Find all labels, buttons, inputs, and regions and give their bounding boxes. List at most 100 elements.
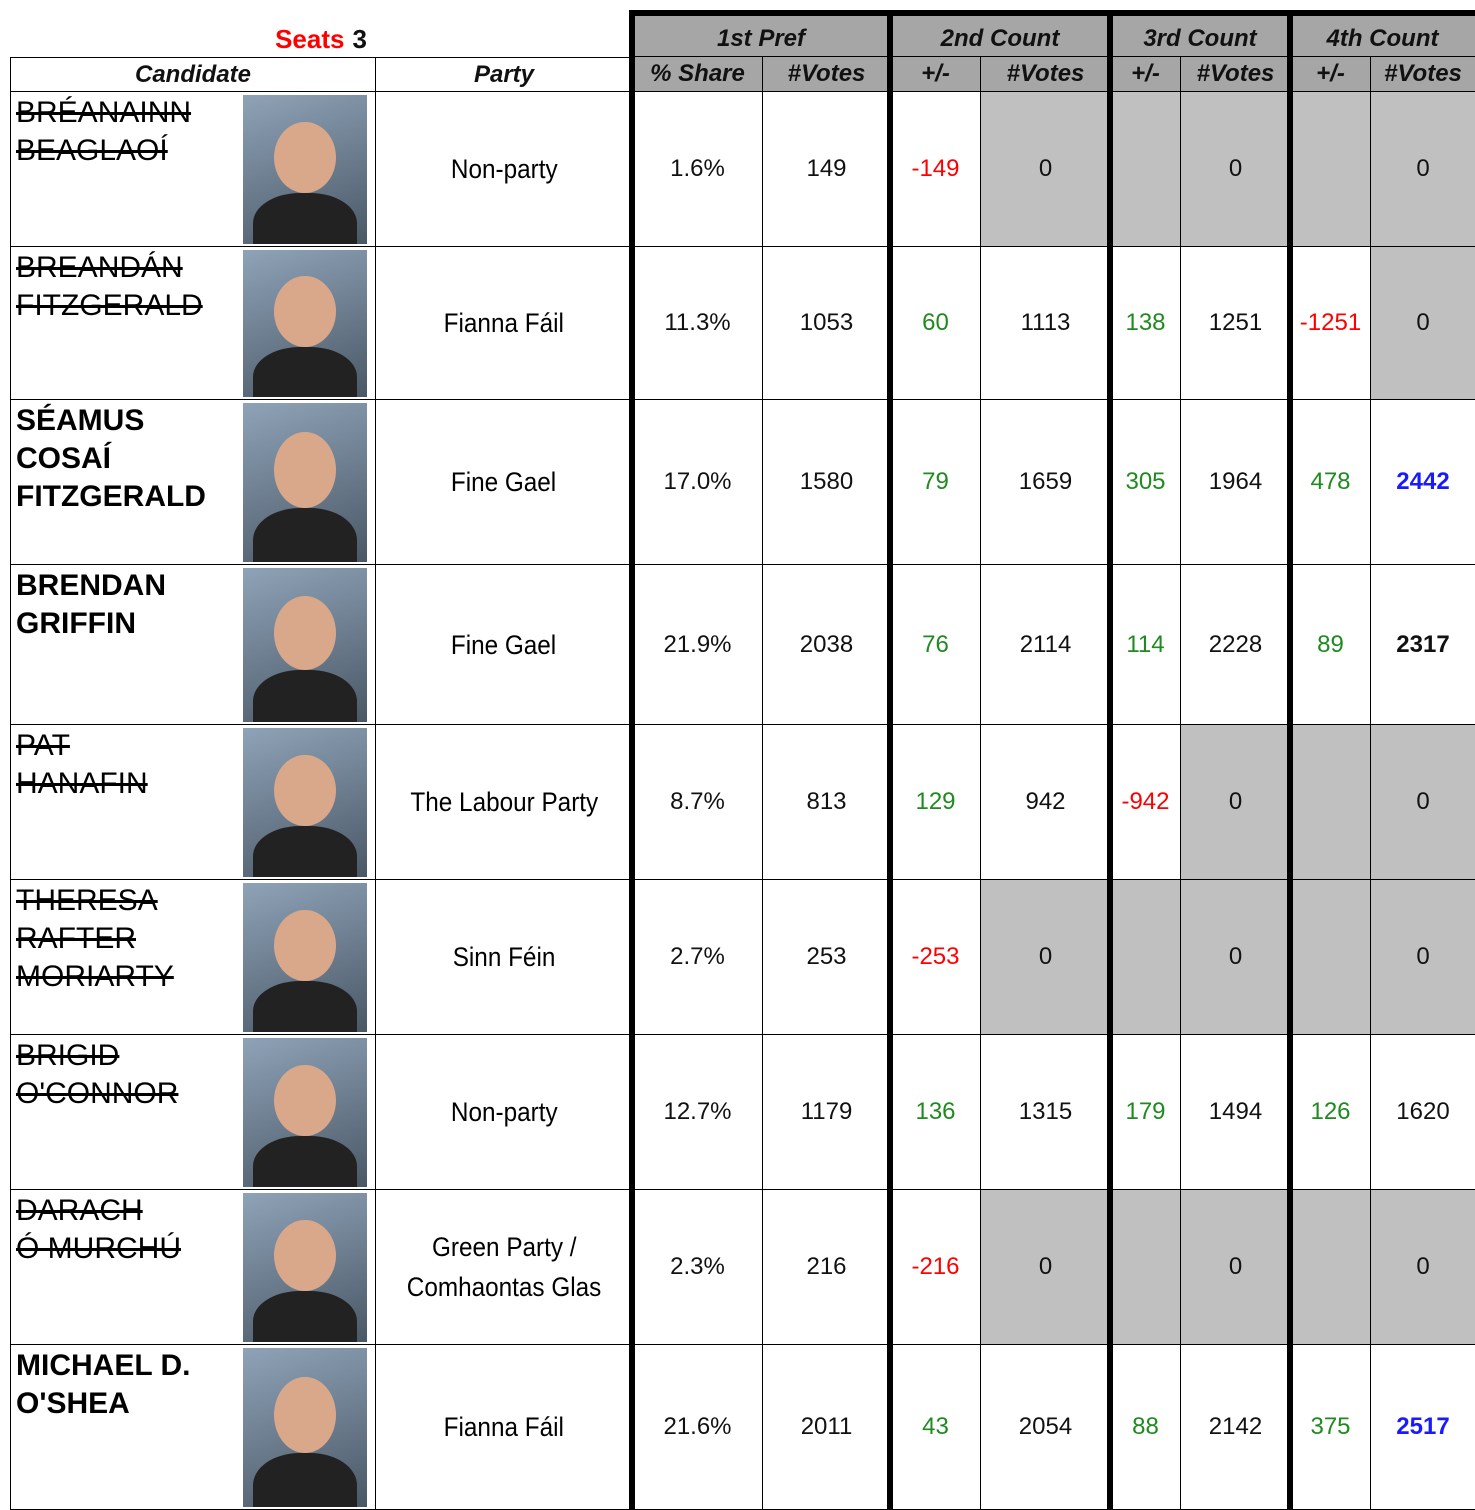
- votes-cell: 21.9%: [632, 565, 762, 725]
- candidate-name-line: SÉAMUS: [16, 402, 206, 440]
- candidate-name-line: PAT: [16, 727, 148, 765]
- vote-count: 2228: [1209, 631, 1262, 659]
- photo-face: [274, 1065, 336, 1137]
- vote-count: 942: [1025, 788, 1065, 816]
- change-cell: -253: [890, 880, 980, 1035]
- candidate-name-line: DARACH: [16, 1192, 181, 1230]
- votes-cell: 2517: [1370, 1345, 1475, 1510]
- vote-count: 1580: [800, 468, 853, 496]
- vote-count: 1659: [1019, 468, 1072, 496]
- party-cell: Sinn Féin: [375, 880, 632, 1035]
- vote-change: 89: [1317, 631, 1344, 659]
- vote-count: 21.6%: [663, 1413, 731, 1441]
- votes-cell: 1.6%: [632, 92, 762, 247]
- column-header: % Share: [632, 57, 762, 92]
- votes-cell: 1580: [762, 400, 890, 565]
- votes-cell: 2114: [980, 565, 1110, 725]
- votes-cell: 2011: [762, 1345, 890, 1510]
- votes-cell: 0: [1370, 880, 1475, 1035]
- photo-face: [274, 596, 336, 670]
- photo-face: [274, 755, 336, 827]
- vote-count: 1113: [1021, 309, 1071, 337]
- votes-cell: 21.6%: [632, 1345, 762, 1510]
- party-name: Comhaontas Glas: [407, 1267, 601, 1307]
- party-cell: The Labour Party: [375, 725, 632, 880]
- change-cell: 88: [1110, 1345, 1180, 1510]
- photo-body: [253, 347, 357, 397]
- group-border: [1287, 10, 1293, 1510]
- party-name: Non-party: [451, 149, 558, 189]
- column-header: #Votes: [1180, 57, 1290, 92]
- change-cell: -942: [1110, 725, 1180, 880]
- photo-body: [253, 1453, 357, 1507]
- vote-count: 2011: [801, 1413, 853, 1441]
- votes-cell: 17.0%: [632, 400, 762, 565]
- vote-count: 21.9%: [663, 631, 731, 659]
- votes-cell: 0: [1370, 1190, 1475, 1345]
- votes-cell: 1659: [980, 400, 1110, 565]
- vote-count: 0: [1039, 943, 1052, 971]
- vote-count: 2114: [1020, 631, 1072, 659]
- vote-change: 76: [922, 631, 949, 659]
- party-name: Fianna Fáil: [444, 303, 564, 343]
- candidate-name-line: FITZGERALD: [16, 287, 203, 325]
- votes-cell: 149: [762, 92, 890, 247]
- candidate-name-line: GRIFFIN: [16, 605, 166, 643]
- photo-body: [253, 826, 357, 877]
- party-name: Sinn Féin: [453, 937, 556, 977]
- vote-count: 0: [1039, 155, 1052, 183]
- vote-count: 0: [1039, 1253, 1052, 1281]
- votes-cell: 0: [1180, 92, 1290, 247]
- vote-count: 2142: [1209, 1413, 1262, 1441]
- vote-count: 216: [806, 1253, 846, 1281]
- votes-cell: 1620: [1370, 1035, 1475, 1190]
- change-cell: 126: [1290, 1035, 1370, 1190]
- change-cell: 89: [1290, 565, 1370, 725]
- votes-cell: 2.3%: [632, 1190, 762, 1345]
- candidate-photo: [243, 1038, 367, 1187]
- seats-label: Seats: [275, 24, 344, 55]
- party-name: Fine Gael: [451, 462, 556, 502]
- candidate-photo: [243, 883, 367, 1032]
- change-cell: -149: [890, 92, 980, 247]
- votes-cell: 813: [762, 725, 890, 880]
- votes-cell: 2038: [762, 565, 890, 725]
- group-header-text: 2nd Count: [941, 25, 1060, 53]
- votes-cell: 0: [1370, 725, 1475, 880]
- vote-count: 1251: [1209, 309, 1262, 337]
- vote-count: 1315: [1019, 1098, 1072, 1126]
- vote-count: 149: [806, 155, 846, 183]
- votes-cell: 253: [762, 880, 890, 1035]
- vote-count: 1179: [801, 1098, 853, 1126]
- photo-face: [274, 276, 336, 347]
- vote-change: 60: [922, 309, 949, 337]
- votes-cell: 1053: [762, 247, 890, 400]
- column-header: #Votes: [980, 57, 1110, 92]
- change-cell: 129: [890, 725, 980, 880]
- group-header: 4th Count: [1290, 14, 1475, 57]
- vote-change: -253: [911, 943, 959, 971]
- group-border: [1107, 10, 1113, 1510]
- vote-count: 2.3%: [670, 1253, 725, 1281]
- candidate-photo: [243, 568, 367, 722]
- vote-count: 0: [1229, 155, 1242, 183]
- column-header-text: #Votes: [788, 60, 866, 88]
- change-cell: [1290, 1190, 1370, 1345]
- party-cell: Fine Gael: [375, 565, 632, 725]
- photo-body: [253, 1291, 357, 1342]
- group-header: 2nd Count: [890, 14, 1110, 57]
- photo-face: [274, 122, 336, 194]
- column-header-text: +/-: [921, 60, 950, 88]
- vote-change: 478: [1310, 468, 1350, 496]
- vote-count: 17.0%: [663, 468, 731, 496]
- candidate-name-line: FITZGERALD: [16, 478, 206, 516]
- change-cell: [1290, 92, 1370, 247]
- votes-cell: 1494: [1180, 1035, 1290, 1190]
- change-cell: 76: [890, 565, 980, 725]
- column-header-text: #Votes: [1007, 60, 1085, 88]
- votes-cell: 942: [980, 725, 1110, 880]
- vote-count: 2517: [1396, 1413, 1449, 1441]
- candidate-name-line: COSAÍ: [16, 440, 206, 478]
